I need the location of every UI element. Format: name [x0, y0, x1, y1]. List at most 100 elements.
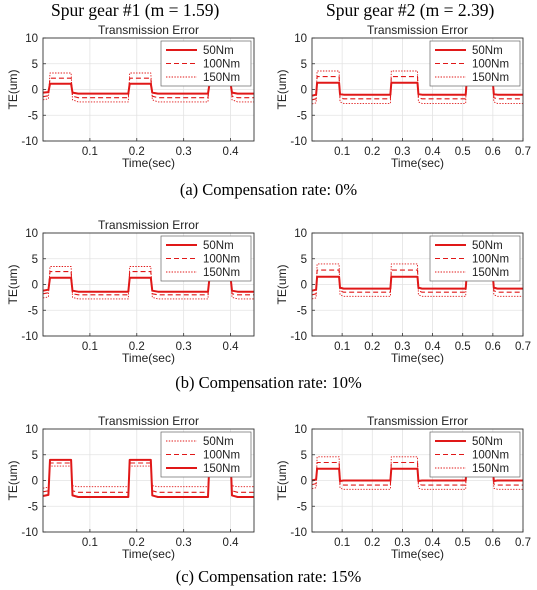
legend-label-50nm: 50Nm: [472, 240, 503, 252]
x-tick-label: 0.5: [455, 537, 471, 549]
y-tick-label: 5: [301, 254, 307, 266]
chart-title: Transmission Error: [98, 414, 199, 428]
legend-label-150nm: 150Nm: [203, 267, 240, 279]
y-tick-label: -10: [290, 331, 307, 343]
x-tick-label: 0.4: [425, 537, 442, 549]
y-tick-label: -5: [28, 501, 38, 513]
x-tick-label: 0.5: [455, 146, 471, 158]
y-tick-label: 10: [294, 424, 307, 436]
x-tick-label: 0.2: [129, 537, 145, 549]
y-tick-label: 0: [301, 476, 307, 488]
chart-panel-b-gear-1: -10 -5 0 5 10 0.1 0.2 0.3 0.4 Transmission Error T…: [6, 218, 255, 365]
legend-label-100nm: 100Nm: [472, 254, 509, 266]
series-line-150nm: [311, 70, 523, 105]
x-tick-label: 0.3: [176, 537, 192, 549]
x-tick-label: 0.2: [364, 341, 380, 353]
x-axis-label: Time(sec): [122, 351, 175, 365]
legend-label-150nm: 150Nm: [472, 267, 509, 279]
x-tick-label: 0.1: [334, 341, 350, 353]
y-axis-label: TE(um): [275, 70, 289, 110]
caption-a: (a) Compensation rate: 0%: [179, 180, 358, 199]
y-tick-label: -5: [297, 501, 307, 513]
x-tick-label: 0.3: [176, 341, 192, 353]
y-tick-label: -10: [290, 136, 307, 148]
x-tick-label: 0.1: [82, 146, 98, 158]
x-tick-label: 0.3: [176, 146, 192, 158]
y-tick-label: -5: [297, 110, 307, 122]
legend-label-100nm: 100Nm: [203, 59, 240, 71]
x-tick-label: 0.2: [129, 146, 145, 158]
x-axis-label: Time(sec): [391, 156, 444, 170]
y-tick-label: 0: [32, 280, 38, 292]
y-tick-label: 5: [301, 450, 307, 462]
legend-label-150nm: 150Nm: [472, 463, 509, 475]
y-tick-label: 0: [32, 476, 38, 488]
x-axis-label: Time(sec): [122, 156, 175, 170]
y-axis-label: TE(um): [6, 461, 20, 501]
x-tick-label: 0.5: [455, 341, 471, 353]
x-axis-label: Time(sec): [391, 351, 444, 365]
x-tick-label: 0.4: [223, 537, 240, 549]
x-tick-label: 0.6: [485, 146, 501, 158]
y-tick-label: -10: [21, 527, 38, 539]
y-tick-label: 10: [294, 228, 307, 240]
x-tick-label: 0.3: [394, 341, 410, 353]
legend-label-50nm: 50Nm: [203, 436, 234, 448]
x-tick-label: 0.7: [515, 146, 531, 158]
x-tick-label: 0.1: [334, 537, 350, 549]
x-tick-label: 0.2: [364, 537, 380, 549]
x-tick-label: 0.7: [515, 341, 531, 353]
y-tick-label: 5: [32, 450, 38, 462]
x-tick-label: 0.4: [425, 341, 442, 353]
legend-label-150nm: 150Nm: [472, 72, 509, 84]
x-tick-label: 0.4: [425, 146, 442, 158]
x-tick-label: 0.4: [223, 146, 240, 158]
x-tick-label: 0.1: [82, 341, 98, 353]
chart-panel-a-gear-2: -10 -5 0 5 10 0.1 0.2 0.3 0.4 0.5 0.6 0.7 Transmissi…: [275, 23, 531, 170]
y-tick-label: 5: [301, 59, 307, 71]
y-tick-label: 5: [32, 254, 38, 266]
y-tick-label: -5: [297, 305, 307, 317]
chart-panel-b-gear-2: -10 -5 0 5 10 0.1 0.2 0.3 0.4 0.5 0.6 0.7 Time(sec) T…: [275, 228, 531, 365]
column-header-gear-1: Spur gear #1 (m = 1.59): [51, 0, 220, 20]
legend-label-50nm: 50Nm: [472, 45, 503, 57]
y-tick-label: 10: [294, 33, 307, 45]
legend-label-100nm: 100Nm: [203, 450, 240, 462]
x-tick-label: 0.2: [129, 341, 145, 353]
y-tick-label: 5: [32, 59, 38, 71]
legend-label-100nm: 100Nm: [203, 254, 240, 266]
y-tick-label: 10: [25, 228, 38, 240]
legend-label-100nm: 100Nm: [472, 59, 509, 71]
chart-panel-c-gear-2: -10 -5 0 5 10 0.1 0.2 0.3 0.4 0.5 0.6 0.7 Transmissi…: [275, 414, 531, 561]
chart-title: Transmission Error: [367, 23, 468, 37]
series-line-100nm: [311, 269, 523, 296]
legend-label-150nm: 150Nm: [203, 72, 240, 84]
legend-label-150nm: 150Nm: [203, 463, 240, 475]
x-tick-label: 0.2: [364, 146, 380, 158]
x-tick-label: 0.6: [485, 537, 501, 549]
x-tick-label: 0.1: [82, 537, 98, 549]
x-tick-label: 0.3: [394, 146, 410, 158]
y-axis-label: TE(um): [6, 265, 20, 305]
y-tick-label: -10: [21, 136, 38, 148]
legend-label-50nm: 50Nm: [203, 240, 234, 252]
chart-title: Transmission Error: [98, 23, 199, 37]
column-header-gear-2: Spur gear #2 (m = 2.39): [326, 0, 495, 20]
y-tick-label: 10: [25, 424, 38, 436]
legend-label-100nm: 100Nm: [472, 450, 509, 462]
y-tick-label: -5: [28, 110, 38, 122]
y-tick-label: -5: [28, 305, 38, 317]
y-tick-label: 0: [301, 85, 307, 97]
series-line-100nm: [311, 461, 523, 486]
chart-title: Transmission Error: [367, 414, 468, 428]
series-line-150nm: [42, 72, 254, 103]
y-axis-label: TE(um): [275, 265, 289, 305]
chart-panel-a-gear-1: -10 -5 0 5 10 0.1 0.2 0.3 0.4 Transmission Error T…: [6, 23, 255, 170]
y-tick-label: 0: [32, 85, 38, 97]
caption-c: (c) Compensation rate: 15%: [175, 567, 362, 586]
legend-label-50nm: 50Nm: [203, 45, 234, 57]
x-axis-label: Time(sec): [122, 547, 175, 561]
x-axis-label: Time(sec): [391, 547, 444, 561]
x-tick-label: 0.6: [485, 341, 501, 353]
caption-b: (b) Compensation rate: 10%: [175, 373, 362, 392]
